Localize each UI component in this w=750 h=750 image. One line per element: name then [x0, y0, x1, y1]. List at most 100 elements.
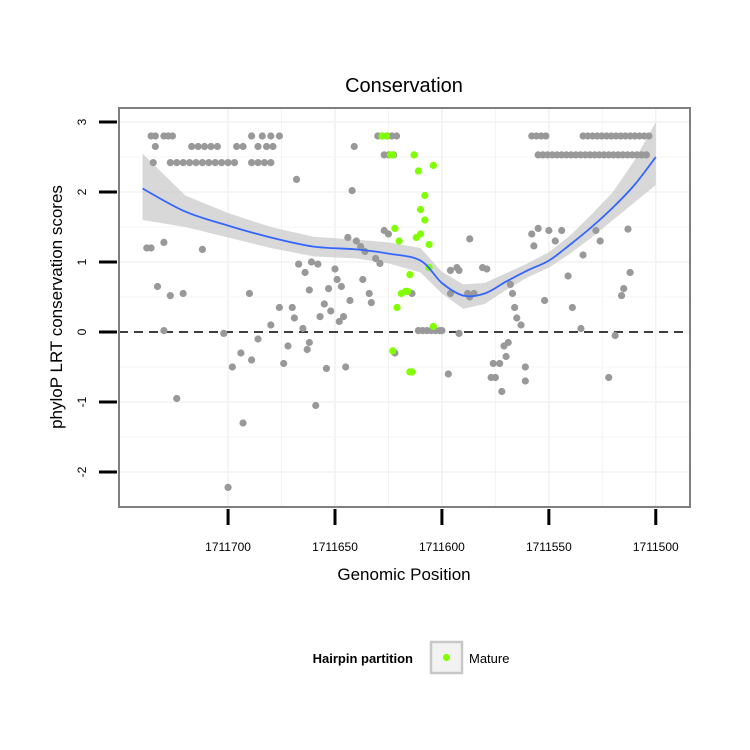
data-point-other — [534, 224, 542, 232]
data-point-other — [267, 132, 275, 140]
data-point-other — [324, 285, 333, 293]
data-point-other — [275, 132, 283, 140]
data-point-other — [502, 352, 510, 361]
y-tick-label: -2 — [75, 466, 89, 477]
data-point-other — [295, 260, 303, 268]
data-point-other — [337, 282, 346, 291]
data-point-mature — [416, 205, 425, 214]
data-point-other — [508, 289, 517, 298]
data-point-mature — [410, 151, 418, 159]
points-mature — [378, 132, 437, 376]
data-point-other — [275, 303, 283, 312]
data-point-other — [605, 373, 613, 382]
data-point-other — [617, 292, 626, 300]
data-point-other — [504, 338, 512, 347]
data-point-other — [626, 268, 634, 277]
y-tick-label: 3 — [75, 118, 89, 125]
data-point-other — [357, 243, 365, 251]
data-point-other — [483, 265, 491, 273]
plot-frame — [118, 107, 691, 508]
data-point-other — [455, 266, 463, 274]
data-point-other — [168, 132, 177, 140]
x-tick-label: 1711600 — [419, 540, 465, 554]
data-point-other — [579, 251, 587, 259]
data-point-other — [200, 142, 209, 151]
data-point-other — [359, 275, 367, 284]
data-point-other — [350, 142, 358, 151]
data-point-other — [339, 313, 348, 321]
data-point-other — [284, 342, 292, 350]
legend: Hairpin partition Mature — [313, 640, 509, 675]
data-point-other — [173, 394, 181, 403]
data-point-other — [147, 244, 155, 252]
grid-lines — [119, 108, 690, 507]
data-point-other — [185, 159, 194, 167]
data-point-other — [198, 159, 207, 167]
data-point-mature — [421, 191, 429, 200]
data-point-mature — [393, 303, 401, 312]
data-point-mature — [425, 240, 433, 249]
data-point-other — [365, 289, 373, 298]
data-point-other — [260, 159, 269, 167]
data-point-other — [540, 296, 549, 305]
data-point-other — [577, 324, 585, 333]
data-point-other — [179, 289, 187, 298]
data-point-other — [446, 266, 455, 274]
data-point-other — [316, 313, 324, 321]
data-point-other — [346, 296, 354, 305]
data-point-other — [151, 142, 159, 151]
data-point-other — [233, 142, 241, 151]
data-point-other — [254, 142, 262, 151]
data-point-other — [194, 142, 202, 151]
x-axis: 1711700 1711650 1711600 1711550 1711500 — [205, 509, 679, 554]
data-point-other — [327, 307, 335, 315]
data-point-other — [188, 142, 196, 151]
data-point-other — [320, 300, 328, 308]
data-point-other — [207, 142, 215, 151]
data-point-other — [352, 237, 360, 245]
data-point-other — [239, 142, 247, 151]
data-point-other — [314, 260, 322, 268]
data-point-other — [179, 159, 187, 167]
data-point-other — [517, 321, 525, 329]
y-tick-label: 0 — [75, 328, 89, 335]
data-point-other — [384, 230, 393, 238]
data-point-other — [151, 132, 159, 140]
data-point-other — [205, 159, 213, 167]
data-point-mature — [429, 161, 437, 169]
data-point-other — [149, 159, 157, 167]
data-point-other — [258, 132, 266, 140]
data-point-other — [192, 159, 200, 167]
data-point-other — [331, 265, 339, 273]
data-point-other — [438, 327, 446, 335]
data-point-other — [166, 292, 174, 300]
data-point-other — [545, 226, 553, 235]
data-point-mature — [421, 216, 429, 224]
data-point-other — [288, 303, 296, 312]
data-point-other — [333, 275, 341, 284]
data-point-other — [513, 314, 521, 322]
data-point-other — [160, 238, 168, 246]
data-point-other — [312, 401, 320, 410]
data-point-other — [498, 387, 506, 396]
data-point-mature — [429, 322, 437, 330]
data-point-other — [564, 272, 572, 280]
data-point-other — [198, 245, 207, 253]
data-point-mature — [389, 151, 397, 159]
data-point-other — [528, 230, 536, 238]
x-axis-label: Genomic Position — [337, 565, 470, 584]
data-point-mature — [404, 287, 412, 295]
data-point-other — [292, 175, 301, 183]
y-tick-label: 1 — [75, 258, 89, 265]
data-point-other — [491, 373, 499, 382]
data-point-other — [489, 359, 497, 368]
data-point-other — [211, 159, 219, 167]
data-point-other — [344, 233, 352, 242]
data-point-other — [239, 419, 247, 427]
smooth-trend-line — [142, 156, 657, 298]
data-point-other — [367, 299, 375, 307]
data-point-other — [218, 159, 226, 167]
y-axis-label: phyloP LRT conservation scores — [47, 185, 66, 429]
x-tick-label: 1711500 — [633, 540, 679, 554]
